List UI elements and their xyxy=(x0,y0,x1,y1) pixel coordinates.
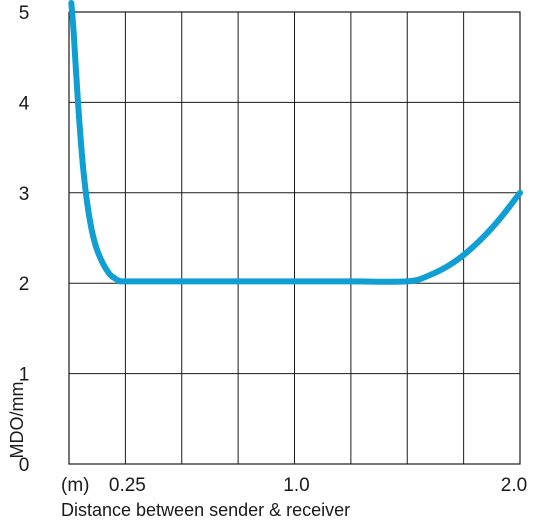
plot-frame xyxy=(68,11,521,465)
y-tick-label-1: 1 xyxy=(19,365,30,386)
y-tick-label-0: 0 xyxy=(19,455,30,476)
x-tick-label-0: 0.25 xyxy=(109,475,146,496)
y-axis-label: MDO/mm xyxy=(7,382,27,459)
x-tick-label-2: 2.0 xyxy=(501,475,527,496)
y-tick-label-3: 3 xyxy=(19,184,30,205)
y-tick-label-5: 5 xyxy=(19,3,30,24)
y-tick-label-2: 2 xyxy=(19,274,30,295)
series-line xyxy=(68,0,523,285)
x-tick-label-1: 1.0 xyxy=(283,475,309,496)
x-gridlines xyxy=(68,12,521,464)
x-axis-label: Distance between sender & receiver xyxy=(61,500,350,520)
x-unit-label: (m) xyxy=(61,475,89,496)
y-tick-label-4: 4 xyxy=(19,93,30,114)
y-tick-labels: 0 1 2 3 4 5 xyxy=(19,3,30,476)
x-tick-labels: 0.25 1.0 2.0 xyxy=(109,475,527,496)
